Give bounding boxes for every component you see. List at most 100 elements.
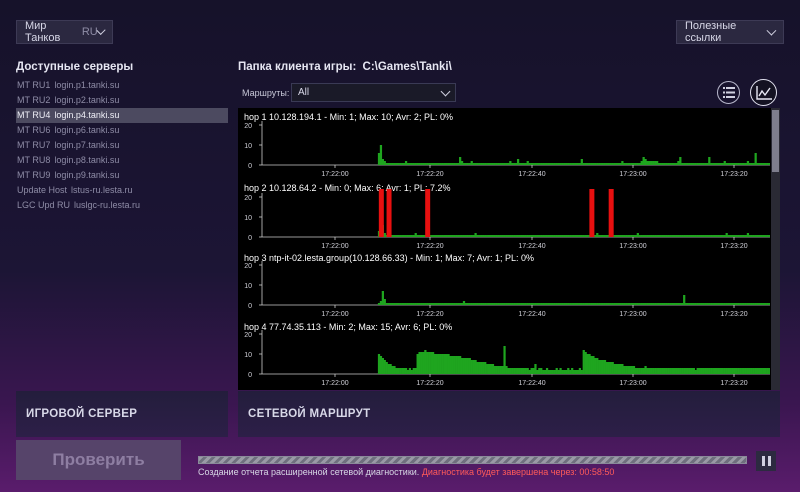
hop-bar (457, 303, 460, 305)
hop-bar (443, 303, 446, 305)
hop-bar (656, 161, 659, 165)
hop-bar (737, 163, 740, 165)
hop-bar (408, 368, 412, 374)
hop-bar (499, 163, 502, 165)
hop-bar (422, 235, 425, 237)
hop-bar (551, 235, 554, 237)
hop-bar (723, 161, 726, 165)
hop-bar (683, 235, 686, 237)
server-item[interactable]: MT RU6 login.p6.tanki.su (16, 123, 228, 138)
hop-bar (688, 163, 692, 165)
hop-bar (717, 235, 721, 237)
hop-bar (555, 303, 558, 305)
hop-bar (690, 235, 694, 237)
pause-button[interactable] (756, 451, 776, 471)
hop-bar (710, 163, 713, 165)
hop-bar (397, 163, 400, 165)
hop-bar (393, 235, 396, 237)
hop-bar (713, 303, 717, 305)
server-item[interactable]: MT RU8 login.p8.tanki.su (16, 153, 228, 168)
hop-bar (412, 303, 415, 305)
hop-bar (545, 303, 549, 305)
hop-bar (731, 303, 734, 305)
hop-bar (768, 368, 771, 374)
hop-bar (605, 362, 609, 374)
hop-bar (760, 163, 763, 165)
server-item[interactable]: LGC Upd RU luslgc-ru.lesta.ru (16, 198, 228, 213)
hop-bar (748, 303, 751, 305)
hop-bar (540, 235, 543, 237)
hop-bar (623, 235, 626, 237)
server-item[interactable]: MT RU1 login.p1.tanki.su (16, 78, 228, 93)
graph-view-button[interactable] (750, 79, 777, 106)
hop-bar (513, 368, 516, 374)
hop-bar (706, 235, 709, 237)
server-item[interactable]: MT RU2 login.p2.tanki.su (16, 93, 228, 108)
server-item[interactable]: MT RU7 login.p7.tanki.su (16, 138, 228, 153)
x-tick-label: 17:23:20 (720, 311, 747, 318)
hop-bar (686, 163, 690, 165)
hop-bar (721, 235, 724, 237)
check-button[interactable]: Проверить (16, 440, 181, 480)
hop-bar (433, 303, 437, 305)
hop-bar (399, 163, 402, 165)
hop-bar (601, 163, 605, 165)
game-selector[interactable]: Мир Танков RU (16, 20, 113, 44)
hop-bar (408, 235, 412, 237)
server-item[interactable]: Update Host lstus-ru.lesta.ru (16, 183, 228, 198)
hop-bar (393, 303, 396, 305)
hop-bar (480, 362, 483, 374)
hop-bar (725, 368, 728, 374)
hop-bar (673, 368, 676, 374)
server-item[interactable]: MT RU4 login.p4.tanki.su (16, 108, 228, 123)
hop-bar (634, 368, 638, 374)
hop-bar (401, 163, 404, 165)
hop-bar (451, 303, 454, 305)
hop-bar (586, 303, 589, 305)
hop-bar (630, 163, 634, 165)
hop-bar (669, 163, 672, 165)
hop-bar (404, 303, 408, 305)
hop-graphs: hop 1 10.128.194.1 - Min: 1; Max: 10; Av… (244, 112, 788, 387)
server-item[interactable]: MT RU9 login.p9.tanki.su (16, 168, 228, 183)
hop-bar (499, 366, 502, 374)
hop-bar (437, 163, 440, 165)
useful-links-dropdown[interactable]: Полезные ссылки (676, 20, 784, 44)
hop-bar (460, 358, 464, 374)
hop-bar (491, 303, 495, 305)
hop-bar (671, 368, 674, 374)
x-tick-label: 17:22:40 (518, 171, 545, 178)
hop-bar (657, 303, 661, 305)
graph-scrollbar-thumb[interactable] (772, 110, 779, 172)
hop-bar (617, 235, 620, 237)
hop-bar (567, 368, 570, 374)
hop-bar (534, 163, 537, 165)
hop-bar (536, 370, 539, 374)
hop-bar (457, 356, 460, 374)
hop-bar (462, 235, 466, 237)
hop-bar (580, 159, 583, 165)
hop-bar (534, 235, 537, 237)
hop-bar (735, 235, 738, 237)
hop-bar (449, 356, 452, 374)
hop-bar (551, 370, 554, 374)
list-view-button[interactable] (717, 81, 740, 104)
hop-bar (615, 364, 618, 374)
graph-scrollbar[interactable] (771, 108, 780, 390)
hop-bar (663, 163, 666, 165)
hop-bar (760, 303, 763, 305)
hop-bar (404, 368, 408, 374)
routes-select[interactable]: All (291, 83, 456, 102)
hop-bar (598, 235, 601, 237)
hop-bar (694, 235, 697, 237)
hop-bar (430, 235, 433, 237)
hop-bar (406, 235, 410, 237)
hop-bar (642, 235, 645, 237)
hop-bar (750, 368, 753, 374)
hop-bar (648, 235, 651, 237)
hop-bar (625, 163, 628, 165)
hop-bar (428, 163, 431, 165)
hop-bar (723, 368, 726, 374)
hop-bar (576, 303, 580, 305)
hop-bar (673, 303, 676, 305)
